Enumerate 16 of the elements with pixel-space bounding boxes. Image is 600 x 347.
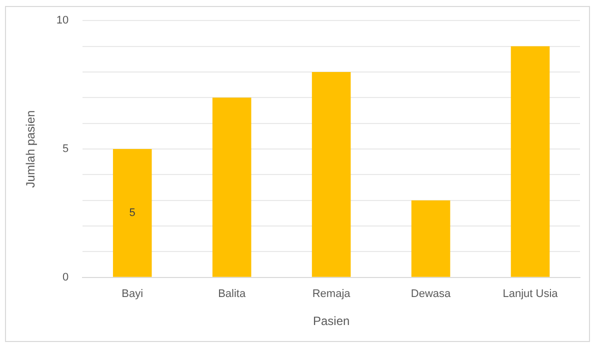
y-tick-label: 0: [62, 271, 69, 284]
x-tick-label: Dewasa: [410, 288, 452, 300]
y-axis-title: Jumlah pasien: [24, 110, 38, 188]
bar: [510, 46, 550, 277]
x-tick-label: Balita: [218, 288, 246, 300]
x-tick-label: Remaja: [312, 288, 352, 300]
data-label: 5: [129, 206, 136, 219]
y-tick-label: 5: [62, 143, 69, 156]
x-axis-title: Pasien: [312, 314, 350, 328]
bar: [411, 200, 450, 277]
bar: [112, 149, 152, 277]
bar: [212, 98, 252, 277]
bar: [312, 72, 351, 277]
x-tick-label: Bayi: [122, 288, 144, 300]
x-tick-label: Lanjut Usia: [502, 288, 559, 300]
y-tick-label: 10: [56, 14, 69, 27]
